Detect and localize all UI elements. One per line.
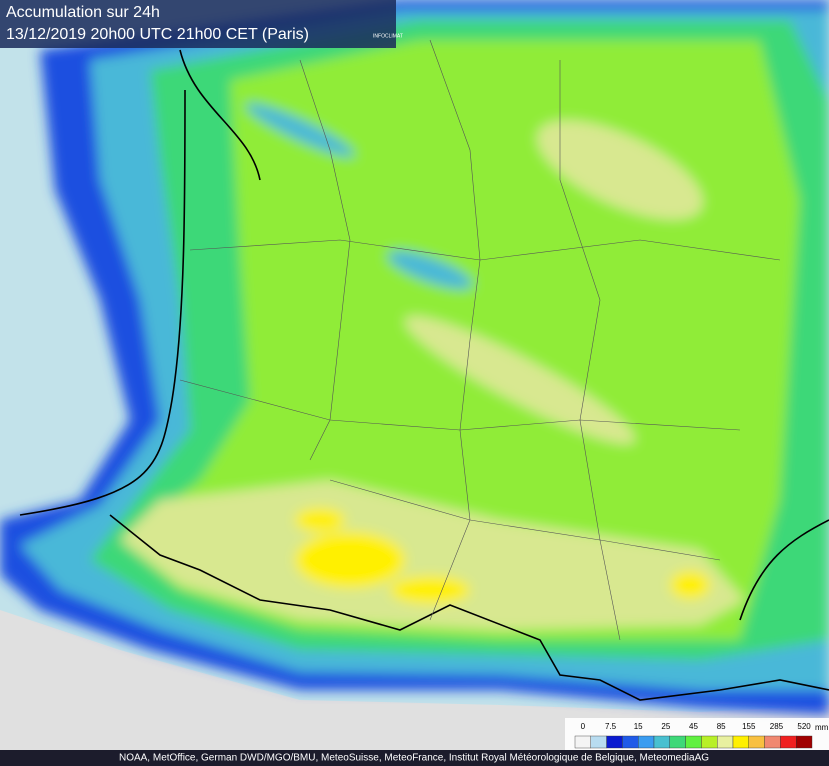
legend-swatch [732,735,750,749]
legend-tick-label: 285 [770,722,784,731]
legend-tick-label: 25 [661,722,670,731]
title: Accumulation sur 24h [6,4,160,21]
legend-tick-label: 155 [742,722,756,731]
region-borders [179,39,781,641]
legend-tick-label: 15 [634,722,643,731]
legend-tick-label: 7.5 [605,722,617,731]
legend-swatch [748,735,765,749]
legend-swatch [590,735,607,749]
title-box [0,0,396,48]
legend-swatch [764,735,781,749]
legend-tick-label: 520 [797,722,811,731]
legend-swatch [669,735,686,749]
legend-swatch [796,735,813,749]
legend-swatch [622,735,639,749]
legend-swatch [606,735,623,749]
legend-swatch [653,735,671,749]
credits: NOAA, MetOffice, German DWD/MGO/BMU, Met… [119,753,709,764]
legend-tick-label: 0 [581,722,586,731]
legend-swatch [574,735,592,749]
legend-swatch [717,735,734,749]
subtitle: 13/12/2019 20h00 UTC 21h00 CET (Paris) [6,26,309,43]
logo: INFOCLIMAT [373,33,403,39]
legend-swatch [685,735,702,749]
legend-swatch [780,735,797,749]
legend-swatch [701,735,718,749]
legend-tick-label: 45 [689,722,698,731]
legend-unit: mm [815,723,829,732]
precipitation-field [0,0,829,715]
legend-swatch [638,735,655,749]
coastline [19,49,829,701]
legend-tick-label: 85 [717,722,726,731]
credits-bar [0,750,829,766]
